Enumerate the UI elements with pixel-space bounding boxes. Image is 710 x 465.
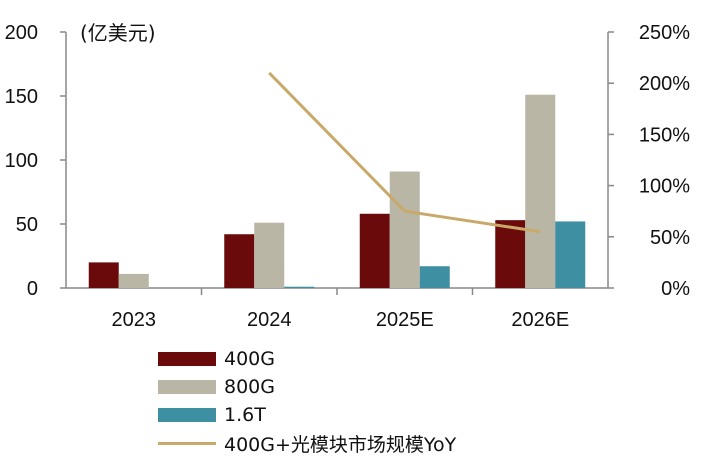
- legend-label-yoy: 400G+光模块市场规模YoY: [224, 433, 457, 456]
- legend-label-1-6t: 1.6T: [224, 404, 266, 426]
- bar-800g-2025e: [389, 171, 420, 288]
- x-tick-label: 2026E: [511, 309, 569, 331]
- right-tick-label: 100%: [639, 176, 690, 198]
- bar-1-6t-2026e: [555, 221, 586, 288]
- legend-item-400g: 400G: [158, 345, 456, 373]
- right-tick-label: 0%: [661, 278, 690, 300]
- legend-swatch-yoy: [158, 441, 216, 445]
- legend-label-800g: 800G: [224, 376, 275, 398]
- right-tick-label: 200%: [639, 73, 690, 95]
- right-tick-label: 150%: [639, 124, 690, 146]
- bar-1-6t-2024: [284, 286, 315, 288]
- legend: 400G 800G 1.6T 400G+光模块市场规模YoY: [158, 345, 456, 457]
- bar-400g-2024: [224, 234, 255, 288]
- left-tick-label: 50: [16, 214, 38, 236]
- legend-item-1-6t: 1.6T: [158, 401, 456, 429]
- bar-400g-2026e: [495, 220, 526, 288]
- legend-swatch-800g: [158, 380, 216, 394]
- bar-800g-2024: [254, 222, 285, 288]
- bar-1-6t-2025e: [419, 266, 450, 288]
- x-tick-label: 2024: [247, 309, 292, 331]
- right-tick-label: 250%: [639, 22, 690, 44]
- right-tick-label: 50%: [650, 227, 690, 249]
- bar-400g-2025e: [359, 213, 390, 288]
- bar-800g-2026e: [525, 94, 556, 288]
- left-tick-label: 200: [5, 22, 38, 44]
- unit-label: (亿美元): [80, 21, 156, 45]
- left-tick-label: 150: [5, 86, 38, 108]
- bar-400g-2023: [88, 262, 119, 288]
- legend-item-yoy: 400G+光模块市场规模YoY: [158, 429, 456, 457]
- x-tick-label: 2025E: [376, 309, 434, 331]
- x-tick-label: 2023: [112, 309, 157, 331]
- legend-label-400g: 400G: [224, 348, 275, 370]
- legend-swatch-1-6t: [158, 408, 216, 422]
- left-tick-label: 0: [27, 278, 38, 300]
- legend-item-800g: 800G: [158, 373, 456, 401]
- left-tick-label: 100: [5, 150, 38, 172]
- legend-swatch-400g: [158, 352, 216, 366]
- bar-800g-2023: [118, 273, 149, 288]
